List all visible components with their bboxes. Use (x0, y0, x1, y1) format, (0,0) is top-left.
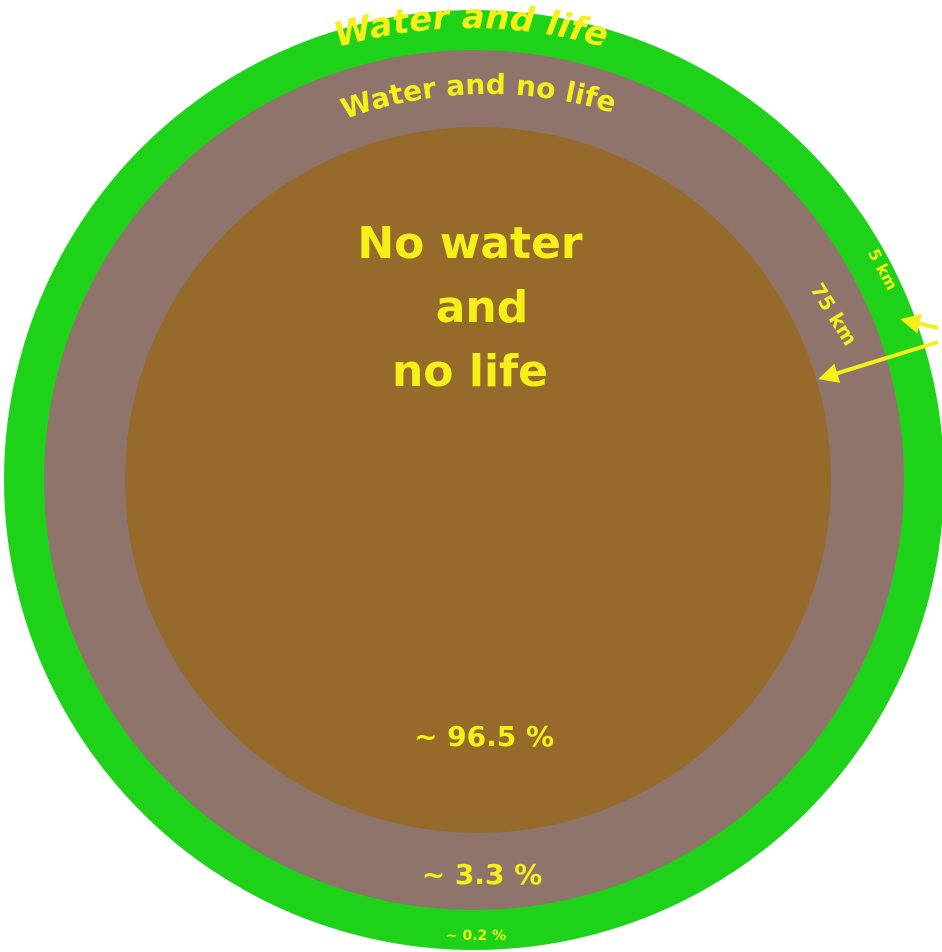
middle-thickness-arrow (818, 340, 939, 383)
core-no-water-no-life (125, 127, 831, 833)
core-label-line1: No water (357, 218, 583, 269)
core-label-line3: no life (392, 346, 548, 397)
outer-thickness-arrow (900, 313, 939, 334)
middle-percent: ~ 3.3 % (422, 858, 543, 891)
core-label-line2: and (436, 282, 529, 333)
outer-percent: ~ 0.2 % (446, 928, 506, 944)
core-percent: ~ 96.5 % (414, 720, 554, 753)
